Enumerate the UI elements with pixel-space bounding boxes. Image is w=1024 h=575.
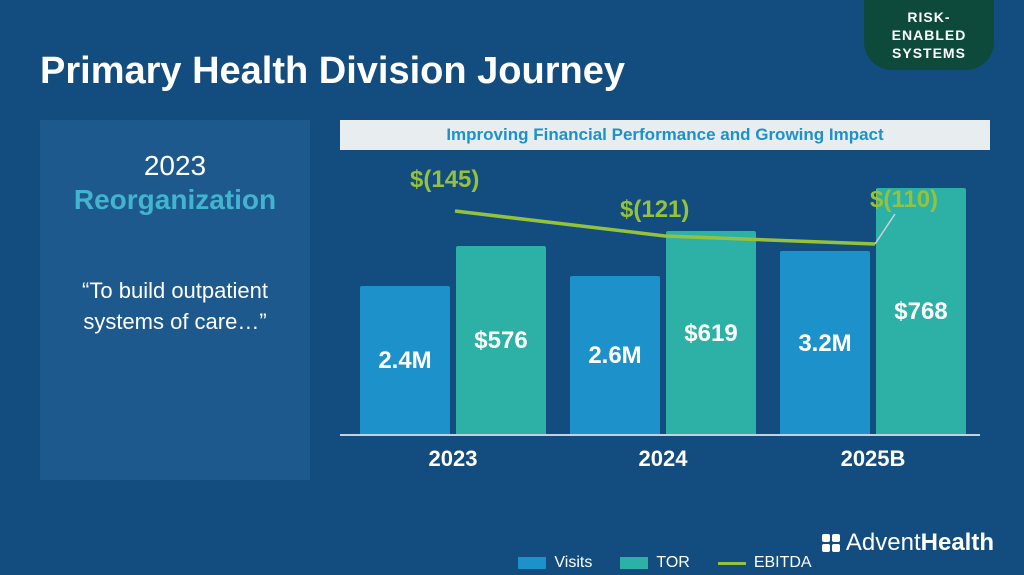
tor-bar: $619	[666, 231, 756, 436]
brand-logo: AdventHealth	[822, 529, 994, 557]
legend-item: EBITDA	[718, 554, 812, 572]
tor-bar: $576	[456, 246, 546, 436]
logo-icon	[822, 534, 840, 552]
legend-label: TOR	[656, 554, 689, 572]
badge-line2: ENABLED	[892, 27, 967, 43]
legend-item: TOR	[620, 554, 689, 572]
visits-bar-label: 2.4M	[360, 347, 450, 375]
visits-bar: 2.4M	[360, 286, 450, 436]
badge-line1: RISK-	[907, 9, 950, 25]
panel-reorg: Reorganization	[60, 184, 290, 216]
page-title: Primary Health Division Journey	[40, 50, 625, 93]
visits-bar: 3.2M	[780, 251, 870, 436]
category-label: 2024	[570, 446, 756, 472]
category-label: 2023	[360, 446, 546, 472]
logo-part2: Health	[921, 529, 994, 556]
ebitda-label: $(110)	[870, 186, 938, 214]
visits-bar-label: 2.6M	[570, 342, 660, 370]
legend-swatch	[518, 557, 546, 569]
legend-swatch	[620, 557, 648, 569]
category-label: 2025B	[780, 446, 966, 472]
left-panel: 2023 Reorganization “To build outpatient…	[40, 120, 310, 480]
axis-baseline	[340, 434, 980, 436]
legend-label: Visits	[554, 554, 592, 572]
tor-bar-label: $619	[666, 320, 756, 348]
visits-bar: 2.6M	[570, 276, 660, 436]
chart-area: Improving Financial Performance and Grow…	[340, 120, 990, 500]
panel-year: 2023	[60, 150, 290, 182]
legend-label: EBITDA	[754, 554, 812, 572]
ebitda-label: $(145)	[410, 166, 479, 194]
legend-item: Visits	[518, 554, 592, 572]
tor-bar-label: $576	[456, 327, 546, 355]
logo-part1: Advent	[846, 529, 921, 556]
chart-plot: 2.4M$57620232.6M$61920243.2M$7682025B$(1…	[340, 156, 990, 436]
tor-bar-label: $768	[876, 298, 966, 326]
panel-quote: “To build outpatient systems of care…”	[60, 276, 290, 338]
chart-title: Improving Financial Performance and Grow…	[340, 120, 990, 150]
tor-bar: $768	[876, 188, 966, 436]
badge-line3: SYSTEMS	[892, 45, 966, 61]
legend-swatch	[718, 562, 746, 565]
visits-bar-label: 3.2M	[780, 330, 870, 358]
risk-badge: RISK- ENABLED SYSTEMS	[864, 0, 994, 70]
ebitda-label: $(121)	[620, 196, 689, 224]
